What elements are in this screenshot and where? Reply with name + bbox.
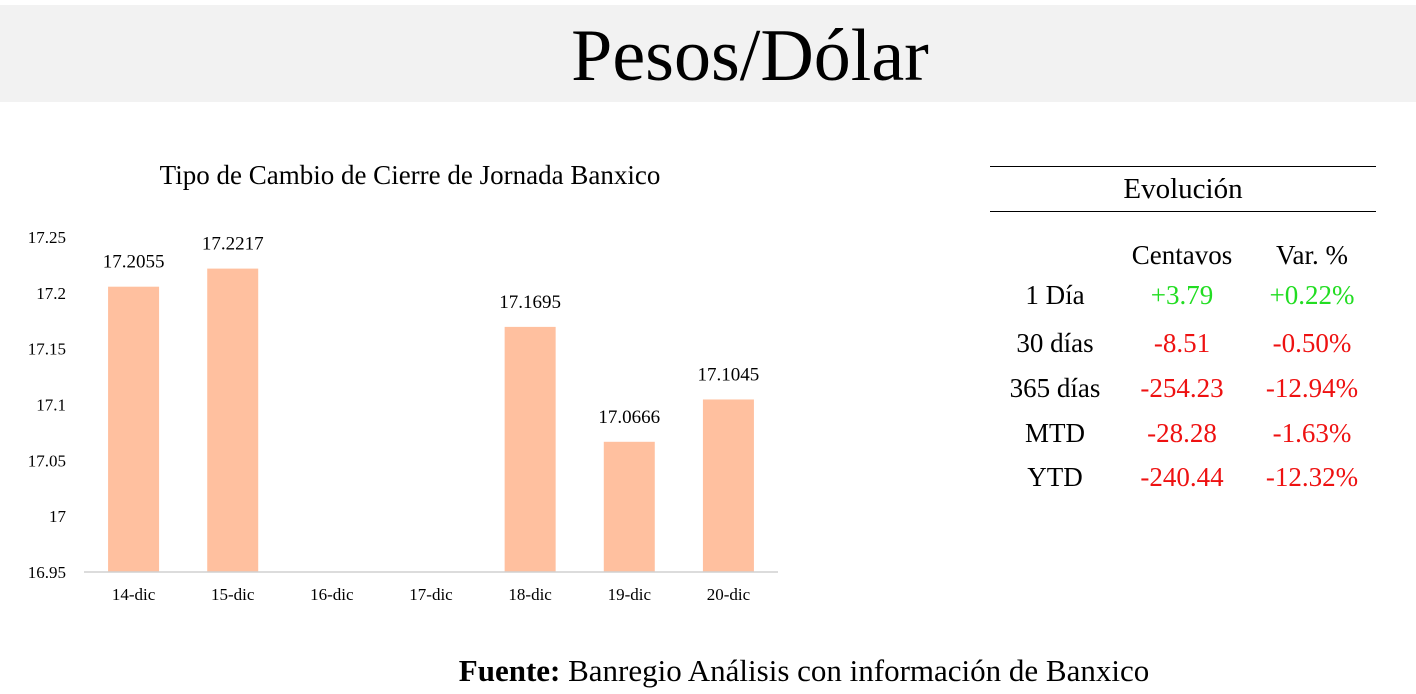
evolucion-row-label: 1 Día bbox=[1025, 280, 1085, 310]
bar-chart: 16.95 17 17.05 17.1 17.15 17.2 17.25 17.2055 14-… bbox=[28, 228, 778, 604]
y-tick-label: 17.05 bbox=[28, 451, 66, 470]
bar-data-label: 17.1695 bbox=[499, 292, 561, 313]
y-tick-label: 17.25 bbox=[28, 228, 66, 247]
evolucion-title: Evolución bbox=[1123, 173, 1243, 205]
bar bbox=[207, 268, 259, 572]
evolucion-row: MTD -28.28 -1.63% bbox=[990, 418, 1376, 464]
x-tick-label: 19-dic bbox=[608, 585, 652, 604]
x-tick-label: 17-dic bbox=[409, 585, 453, 604]
evolucion-row-centavos: -8.51 bbox=[1153, 328, 1211, 358]
evolucion-row-label: 365 días bbox=[1009, 373, 1101, 403]
evolucion-row-centavos: +3.79 bbox=[1150, 280, 1214, 310]
evolucion-row-label: MTD bbox=[1025, 418, 1085, 448]
evolucion-row-centavos: -28.28 bbox=[1147, 418, 1217, 448]
bar bbox=[108, 286, 160, 572]
page-title: Pesos/Dólar bbox=[571, 15, 929, 97]
evolucion-row-centavos: -254.23 bbox=[1140, 373, 1224, 403]
evolucion-row-label: YTD bbox=[1027, 462, 1083, 492]
y-tick-label: 17 bbox=[49, 507, 67, 526]
evolucion-row-var: -1.63% bbox=[1272, 418, 1352, 448]
evolucion-panel: Evolución Centavos Var. % 1 Día +3.79 +0.2… bbox=[990, 166, 1376, 492]
evolucion-row-var: -0.50% bbox=[1272, 328, 1352, 358]
evolucion-row: 1 Día +3.79 +0.22% bbox=[990, 280, 1376, 326]
bar bbox=[603, 441, 655, 572]
y-tick-label: 17.15 bbox=[28, 340, 66, 359]
x-tick-label: 20-dic bbox=[707, 585, 751, 604]
x-tick-label: 16-dic bbox=[310, 585, 354, 604]
bar-data-label: 17.0666 bbox=[598, 407, 660, 428]
source-label: Fuente: bbox=[458, 653, 561, 688]
evolucion-row: 365 días -254.23 -12.94% bbox=[990, 373, 1376, 419]
evolucion-top-rule bbox=[990, 166, 1376, 167]
bar-data-label: 17.1045 bbox=[698, 364, 760, 385]
chart-title: Tipo de Cambio de Cierre de Jornada Banx… bbox=[159, 160, 661, 190]
bar-data-label: 17.2217 bbox=[202, 234, 264, 255]
evolucion-row-label: 30 días bbox=[1016, 328, 1094, 358]
y-tick-label: 17.1 bbox=[36, 396, 66, 415]
bar-data-label: 17.2055 bbox=[103, 252, 165, 273]
evolucion-row-var: -12.32% bbox=[1265, 462, 1359, 492]
x-tick-label: 15-dic bbox=[211, 585, 255, 604]
source-text: Banregio Análisis con información de Ban… bbox=[560, 653, 1150, 688]
bar bbox=[702, 399, 754, 572]
x-tick-label: 18-dic bbox=[508, 585, 552, 604]
bar bbox=[504, 326, 556, 572]
header-centavos: Centavos bbox=[1131, 240, 1233, 270]
evolucion-row: 30 días -8.51 -0.50% bbox=[990, 328, 1376, 374]
evolucion-row-centavos: -240.44 bbox=[1140, 462, 1224, 492]
source-note: Fuente: Banregio Análisis con informació… bbox=[0, 653, 1416, 689]
x-tick-label: 14-dic bbox=[112, 585, 156, 604]
evolucion-bottom-rule bbox=[990, 211, 1376, 212]
header-var: Var. % bbox=[1276, 240, 1348, 270]
title-band: Pesos/Dólar bbox=[0, 5, 1416, 102]
y-tick-label: 17.2 bbox=[36, 284, 66, 303]
evolucion-row: YTD -240.44 -12.32% bbox=[990, 462, 1376, 508]
y-tick-label: 16.95 bbox=[28, 563, 66, 582]
evolucion-header-row: Centavos Var. % bbox=[990, 240, 1376, 286]
evolucion-row-var: +0.22% bbox=[1269, 280, 1355, 310]
evolucion-row-var: -12.94% bbox=[1265, 373, 1359, 403]
